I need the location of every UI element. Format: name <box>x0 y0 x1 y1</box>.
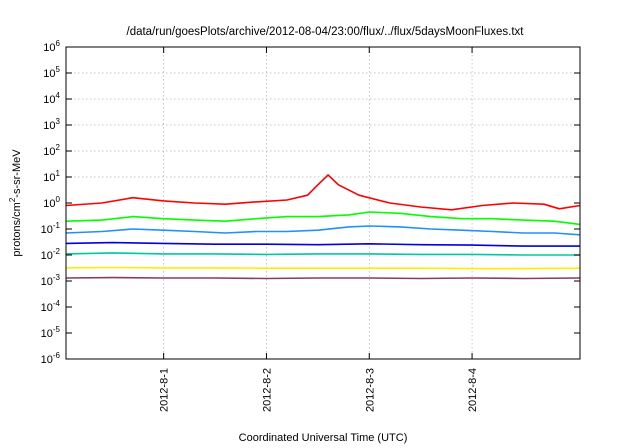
series-line-2 <box>65 211 581 226</box>
x-tick-label: 2012-8-2 <box>261 368 273 412</box>
series-line-7 <box>65 276 581 280</box>
y-axis-ticks: 10-6 10-5 10-4 10-3 10-2 10-1 100 101 102 103 104 1… <box>41 39 580 366</box>
y-tick-label: 10-2 <box>41 247 61 262</box>
series-line-5 <box>65 252 580 256</box>
x-tick-label: 2012-8-1 <box>159 368 171 412</box>
y-axis-label: protons/cm2-s-sr-MeV <box>8 149 23 257</box>
series-line-6 <box>65 266 581 270</box>
y-tick-label: 100 <box>43 195 60 210</box>
y-tick-label: 10-1 <box>41 221 61 236</box>
y-tick-label: 10-5 <box>41 325 61 340</box>
gridlines <box>66 47 580 359</box>
series-group <box>65 174 581 280</box>
y-tick-label: 105 <box>43 65 60 80</box>
y-tick-label: 106 <box>43 39 60 54</box>
series-line-1 <box>65 174 581 211</box>
x-tick-label: 2012-8-3 <box>364 368 376 412</box>
series-line-3 <box>65 225 581 236</box>
y-tick-label: 104 <box>43 91 60 106</box>
y-tick-label: 103 <box>43 117 60 132</box>
x-tick-label: 2012-8-4 <box>467 368 479 412</box>
y-tick-label: 102 <box>43 143 60 158</box>
y-tick-label: 10-4 <box>41 299 61 314</box>
x-axis-label: Coordinated Universal Time (UTC) <box>239 432 408 444</box>
y-tick-label: 101 <box>43 169 60 184</box>
x-axis-ticks: 2012-8-1 2012-8-2 2012-8-3 2012-8-4 <box>159 47 479 412</box>
chart-title: /data/run/goesPlots/archive/2012-08-04/2… <box>127 26 525 38</box>
series-line-4 <box>65 241 580 247</box>
y-tick-label: 10-3 <box>41 273 61 288</box>
plot-frame <box>65 46 581 360</box>
y-tick-label: 10-6 <box>41 351 61 366</box>
